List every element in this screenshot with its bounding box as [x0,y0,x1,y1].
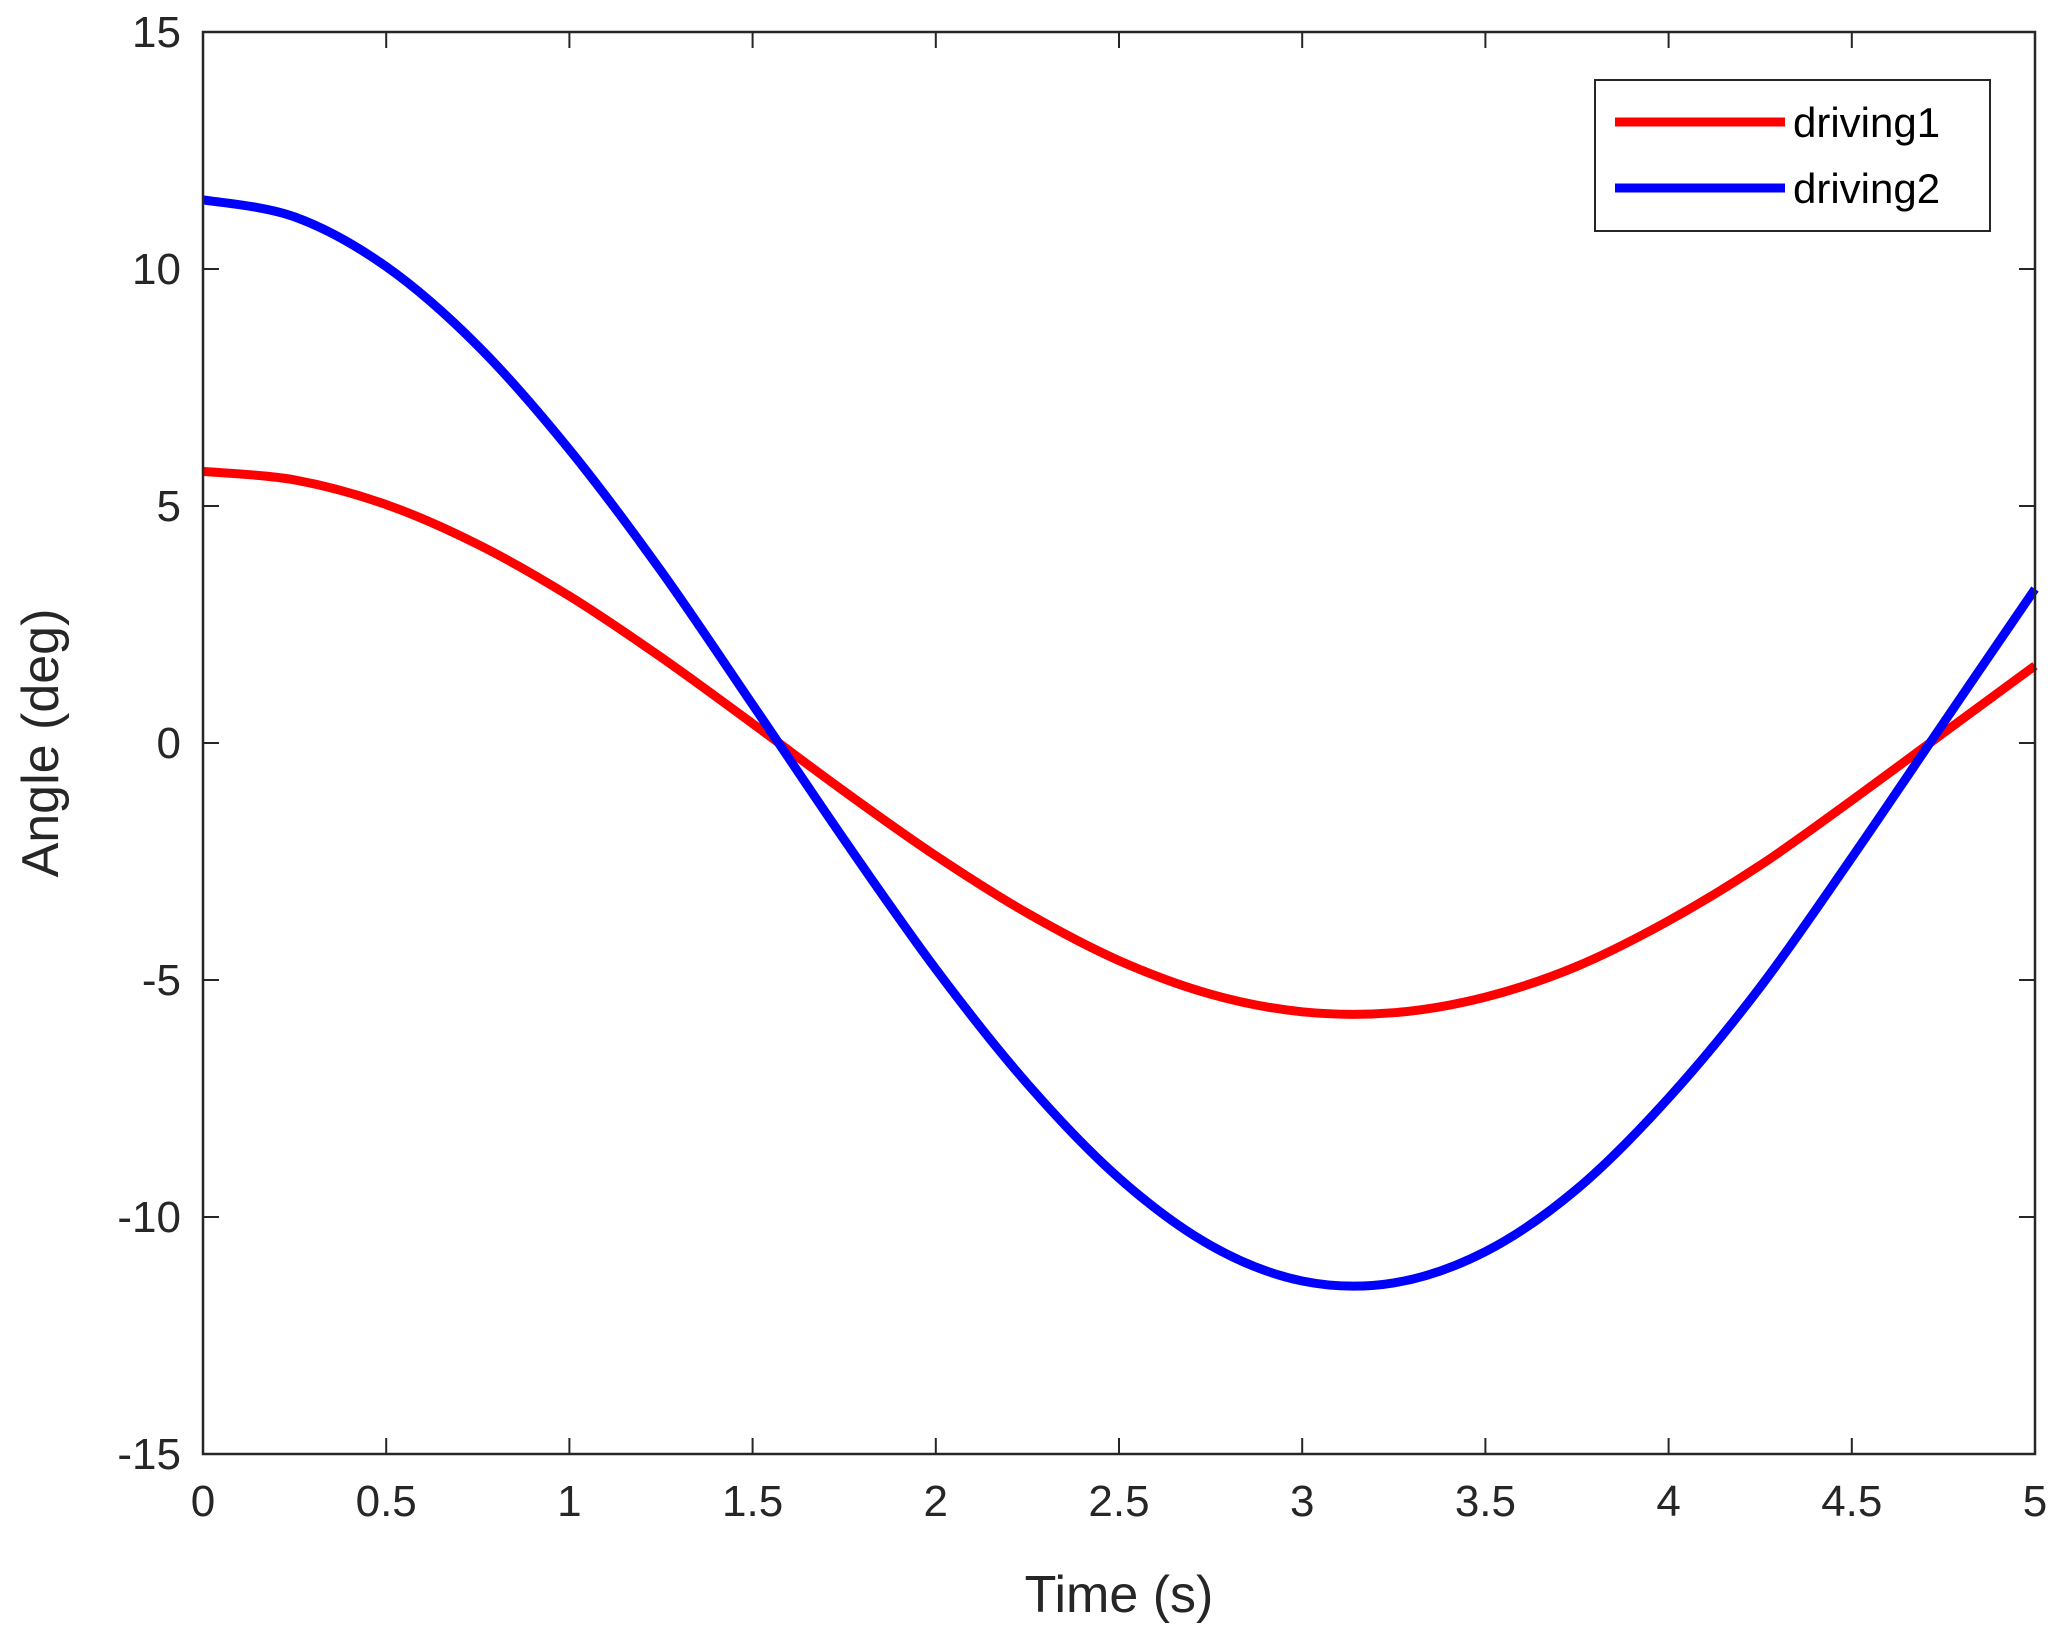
plot-area [203,32,2035,1454]
y-tick-label: 10 [132,245,181,294]
legend-label-driving1: driving1 [1793,99,1940,146]
series-layer [202,195,2039,1291]
y-axis-title: Angle (deg) [12,609,70,878]
y-tick-label: 0 [157,719,181,768]
legend-label-driving2: driving2 [1793,165,1940,212]
tick-label-layer: 0 0.5 1 1.5 2 2.5 3 3.5 4 4.5 5 -15 -10 -5 0 5 10 15 [117,8,2047,1526]
x-tick-label: 3 [1290,1477,1314,1526]
series-line-driving2 [202,195,2039,1291]
y-tick-label: 15 [132,8,181,57]
x-axis-title: Time (s) [1025,1566,1214,1624]
x-tick-label: 0 [191,1477,215,1526]
y-tick-label: -10 [117,1193,181,1242]
y-tick-label: -15 [117,1430,181,1479]
x-tick-label: 2 [924,1477,948,1526]
y-tick-label: -5 [142,956,181,1005]
x-tick-label: 1 [557,1477,581,1526]
x-tick-label: 4 [1656,1477,1680,1526]
legend-box [1594,79,1991,232]
plot-frame [201,30,2037,1456]
x-tick-label: 2.5 [1088,1477,1149,1526]
x-tick-label: 1.5 [722,1477,783,1526]
x-tick-label: 0.5 [356,1477,417,1526]
x-tick-label: 3.5 [1455,1477,1516,1526]
x-tick-label: 5 [2023,1477,2047,1526]
legend: driving1 driving2 [1594,79,1991,232]
x-tick-label: 4.5 [1821,1477,1882,1526]
y-tick-label: 5 [157,482,181,531]
series-line-driving1 [202,466,2038,1019]
